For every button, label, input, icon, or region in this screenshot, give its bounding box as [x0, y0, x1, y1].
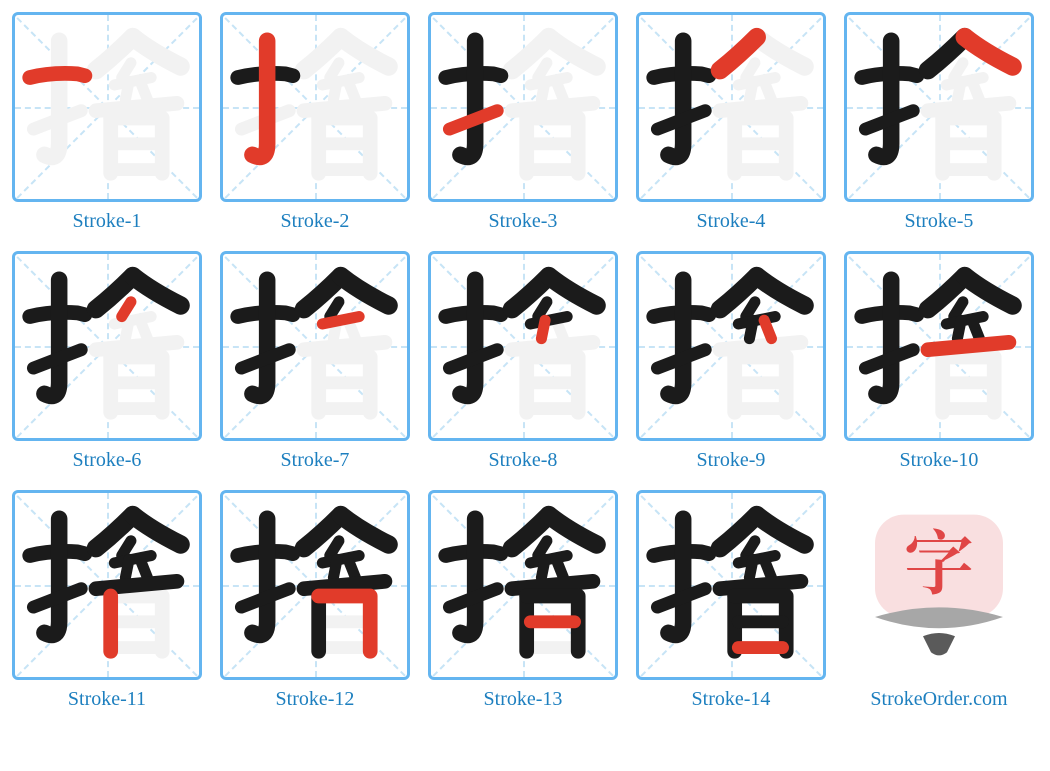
stroke-caption-7: Stroke-7	[281, 449, 350, 472]
stroke-caption-8: Stroke-8	[489, 449, 558, 472]
stroke-cell-5: Stroke-5	[844, 12, 1034, 233]
stroke-caption-6: Stroke-6	[73, 449, 142, 472]
stroke-cell-8: Stroke-8	[428, 251, 618, 472]
logo-cell: 字 StrokeOrder.com	[844, 490, 1034, 711]
stroke-caption-1: Stroke-1	[73, 210, 142, 233]
stroke-caption-14: Stroke-14	[692, 688, 771, 711]
stroke-cell-7: Stroke-7	[220, 251, 410, 472]
stroke-grid: Stroke-1 Stroke-2 Stroke-3 Stroke-4 Stroke-5…	[12, 12, 1038, 711]
stroke-cell-3: Stroke-3	[428, 12, 618, 233]
stroke-tile-10	[844, 251, 1034, 441]
stroke-cell-1: Stroke-1	[12, 12, 202, 233]
stroke-tile-4	[636, 12, 826, 202]
stroke-caption-4: Stroke-4	[697, 210, 766, 233]
stroke-cell-2: Stroke-2	[220, 12, 410, 233]
stroke-caption-11: Stroke-11	[68, 688, 146, 711]
stroke-caption-13: Stroke-13	[484, 688, 563, 711]
logo-char-icon: 字	[904, 508, 974, 609]
site-logo: 字	[844, 490, 1034, 680]
stroke-tile-6	[12, 251, 202, 441]
stroke-caption-3: Stroke-3	[489, 210, 558, 233]
stroke-tile-9	[636, 251, 826, 441]
stroke-caption-2: Stroke-2	[281, 210, 350, 233]
stroke-tile-11	[12, 490, 202, 680]
stroke-tile-2	[220, 12, 410, 202]
stroke-tile-14	[636, 490, 826, 680]
stroke-cell-13: Stroke-13	[428, 490, 618, 711]
stroke-caption-12: Stroke-12	[276, 688, 355, 711]
stroke-cell-9: Stroke-9	[636, 251, 826, 472]
stroke-tile-5	[844, 12, 1034, 202]
stroke-cell-14: Stroke-14	[636, 490, 826, 711]
stroke-caption-9: Stroke-9	[697, 449, 766, 472]
stroke-tile-3	[428, 12, 618, 202]
stroke-cell-4: Stroke-4	[636, 12, 826, 233]
stroke-cell-10: Stroke-10	[844, 251, 1034, 472]
stroke-tile-7	[220, 251, 410, 441]
stroke-tile-13	[428, 490, 618, 680]
stroke-tile-8	[428, 251, 618, 441]
stroke-caption-10: Stroke-10	[900, 449, 979, 472]
stroke-cell-6: Stroke-6	[12, 251, 202, 472]
stroke-caption-5: Stroke-5	[905, 210, 974, 233]
stroke-cell-12: Stroke-12	[220, 490, 410, 711]
watermark-text: StrokeOrder.com	[870, 688, 1007, 711]
stroke-cell-11: Stroke-11	[12, 490, 202, 711]
stroke-tile-12	[220, 490, 410, 680]
stroke-tile-1	[12, 12, 202, 202]
